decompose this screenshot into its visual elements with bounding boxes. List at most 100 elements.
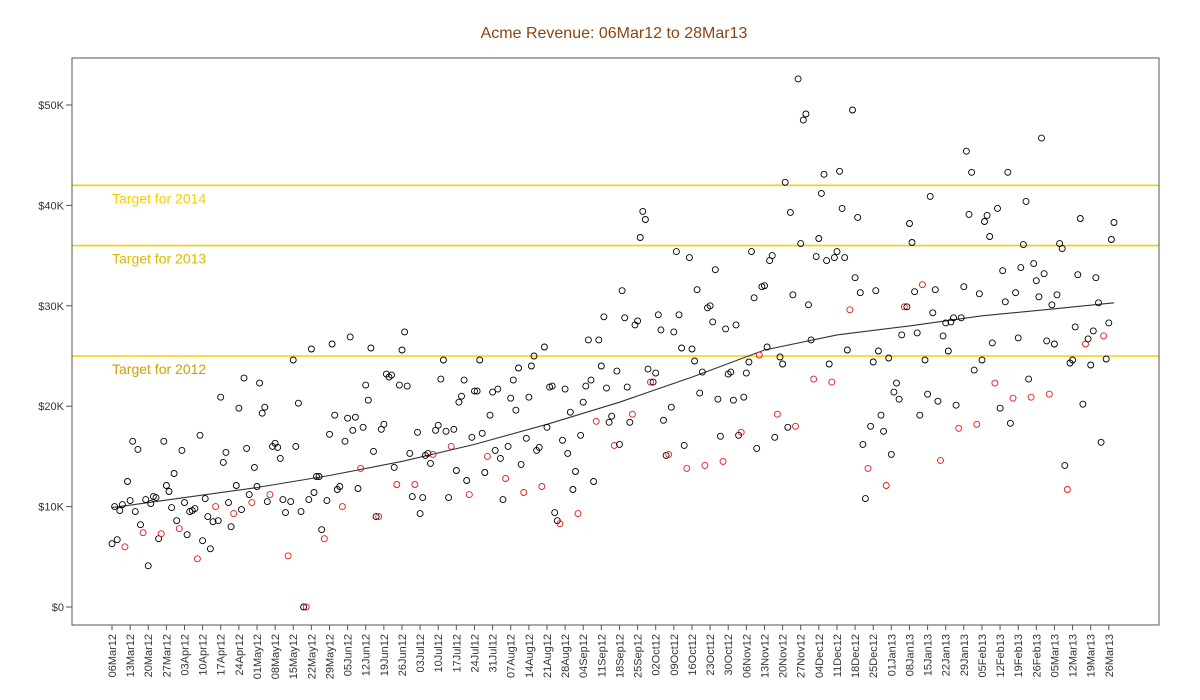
data-point — [522, 434, 530, 442]
data-point — [962, 147, 970, 155]
data-point — [761, 282, 768, 290]
data-point — [887, 450, 895, 458]
x-tick-label: 27Mar12 — [161, 634, 173, 677]
data-point — [235, 404, 243, 412]
data-point — [786, 208, 794, 216]
data-point — [1095, 299, 1102, 307]
data-point — [245, 491, 253, 499]
data-point — [952, 401, 960, 409]
x-tick-label: 14Aug12 — [524, 634, 536, 678]
data-point — [906, 220, 913, 227]
data-point — [830, 254, 838, 262]
data-point — [843, 346, 851, 354]
data-point — [833, 248, 841, 256]
data-point — [282, 509, 289, 517]
data-point — [473, 387, 481, 395]
data-point — [908, 239, 916, 246]
data-point — [1022, 197, 1030, 205]
data-point — [895, 395, 903, 403]
x-tick-label: 18Sep12 — [615, 634, 627, 678]
data-point — [388, 371, 396, 379]
data-point — [276, 454, 284, 462]
data-point — [362, 381, 370, 389]
x-tick-label: 07Aug12 — [506, 634, 518, 678]
x-tick-label: 08May12 — [270, 634, 282, 679]
data-point — [771, 433, 779, 441]
x-tick-label: 01Jan13 — [886, 634, 898, 676]
data-point — [1079, 400, 1087, 408]
data-point-weekend — [212, 503, 220, 511]
data-point — [999, 267, 1007, 275]
data-point-weekend — [991, 379, 999, 387]
x-tick-label: 05Feb13 — [977, 634, 989, 677]
data-point — [300, 603, 308, 611]
data-point-weekend — [193, 555, 201, 563]
x-tick-label: 22Jan13 — [941, 634, 953, 676]
data-point — [960, 283, 968, 291]
data-point — [753, 444, 761, 452]
data-point — [1076, 215, 1084, 222]
data-point — [872, 287, 880, 295]
data-point — [232, 482, 240, 489]
data-point — [722, 325, 730, 333]
data-point — [147, 500, 155, 508]
data-point — [564, 449, 572, 457]
data-point — [639, 207, 647, 215]
data-point — [206, 545, 214, 553]
data-point — [763, 343, 771, 351]
data-point-weekend — [737, 428, 745, 436]
data-point — [1053, 291, 1061, 299]
x-tick-label: 19Jun12 — [379, 634, 391, 676]
data-point-weekend — [483, 452, 491, 460]
x-tick-label: 23Oct12 — [705, 634, 717, 676]
data-point-weekend — [502, 475, 510, 482]
data-point — [1089, 327, 1097, 335]
data-point — [670, 328, 678, 336]
x-tick-label: 11Dec12 — [832, 634, 844, 677]
data-point — [559, 436, 566, 444]
x-tick-label: 10Jul12 — [433, 634, 445, 673]
data-point — [584, 336, 592, 344]
data-point — [395, 381, 403, 389]
x-tick-label: 17Apr12 — [216, 634, 228, 676]
data-point — [597, 362, 605, 370]
data-point — [419, 494, 427, 502]
data-point — [439, 356, 447, 364]
data-point — [641, 216, 649, 223]
data-point — [678, 344, 686, 352]
data-point — [841, 254, 849, 262]
data-point-weekend — [592, 417, 600, 425]
x-tick-label: 27Nov12 — [796, 634, 808, 678]
data-point — [196, 431, 204, 439]
data-point — [812, 253, 820, 261]
data-point — [548, 382, 556, 390]
x-tick-label: 17Jul12 — [451, 634, 463, 673]
data-point — [134, 445, 142, 453]
data-point — [170, 470, 178, 477]
data-point — [688, 345, 696, 353]
data-point — [740, 393, 748, 401]
data-points — [108, 75, 1118, 611]
data-point — [1038, 134, 1045, 142]
data-point-weekend — [810, 375, 818, 383]
data-point — [183, 531, 191, 539]
data-point — [861, 495, 869, 503]
data-point — [603, 384, 610, 392]
data-point — [424, 449, 432, 457]
x-tick-label: 25Sep12 — [633, 634, 645, 678]
data-point — [540, 343, 548, 351]
data-point — [867, 422, 875, 430]
data-point — [802, 110, 810, 118]
data-point — [494, 385, 502, 393]
data-point — [116, 507, 124, 515]
data-point — [455, 398, 463, 406]
data-point — [165, 488, 173, 495]
data-point — [113, 536, 121, 544]
data-point — [515, 364, 522, 372]
data-point — [587, 376, 595, 384]
data-point — [709, 318, 717, 326]
data-point-weekend — [538, 483, 546, 490]
data-point — [595, 336, 603, 344]
data-point — [880, 427, 888, 435]
data-point — [222, 448, 230, 456]
